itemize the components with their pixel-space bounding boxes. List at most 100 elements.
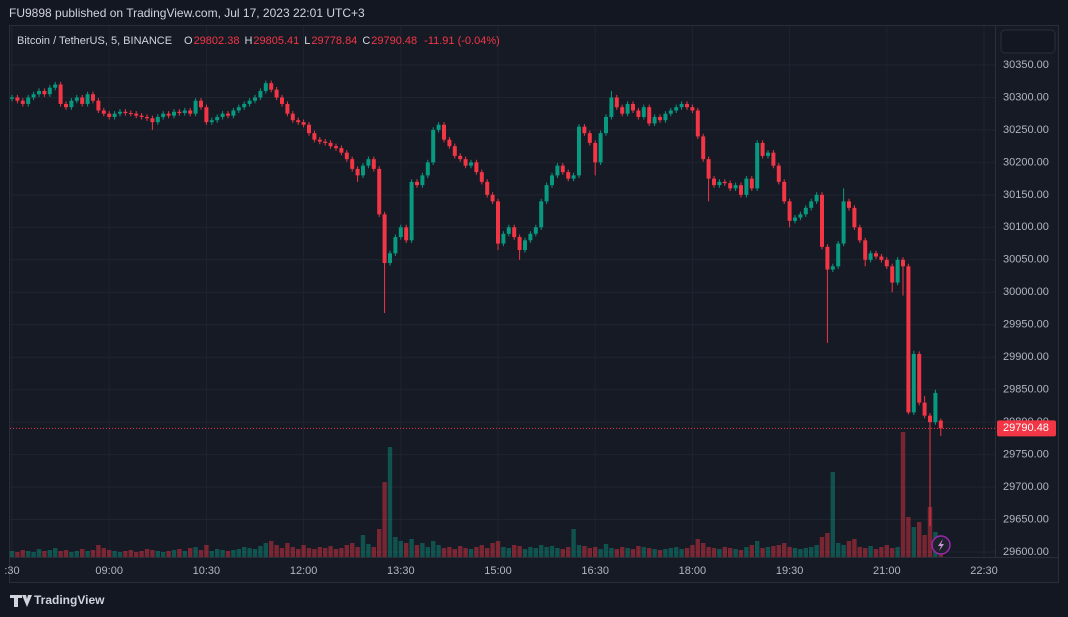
candle-body	[874, 253, 878, 257]
volume-bar	[398, 541, 403, 557]
candle-body	[258, 90, 263, 98]
candle-body	[404, 227, 409, 241]
volume-bar	[317, 547, 322, 557]
volume-bar	[296, 549, 301, 557]
candle-body	[307, 124, 311, 134]
volume-bar	[90, 550, 96, 557]
volume-bar	[463, 548, 468, 557]
volume-bar	[69, 552, 74, 557]
volume-bar	[323, 548, 328, 557]
candle-body	[101, 110, 106, 114]
candle-body	[366, 159, 371, 166]
volume-bar	[58, 551, 63, 557]
candle-body	[107, 113, 112, 117]
candle-body	[74, 97, 79, 101]
volume-bar	[706, 547, 711, 557]
volume-bar	[204, 545, 209, 557]
x-tick-label: :30	[4, 565, 19, 577]
candle-body	[749, 178, 754, 189]
volume-bar	[404, 543, 409, 557]
candle-body	[712, 178, 716, 186]
candle-body	[604, 116, 608, 134]
volume-bar	[814, 545, 819, 557]
volume-bar	[787, 547, 792, 557]
candle-body	[706, 159, 711, 179]
volume-bar	[857, 547, 862, 557]
candle-body	[209, 120, 214, 123]
volume-bar	[895, 547, 900, 557]
candle-body	[755, 142, 760, 189]
candle-body	[496, 201, 500, 244]
volume-bar	[684, 548, 690, 557]
volume-bar	[733, 549, 738, 557]
candle-body	[350, 159, 355, 169]
candle-body	[334, 146, 338, 149]
volume-bar	[220, 550, 225, 557]
volume-bar	[582, 546, 587, 557]
volume-bar	[636, 546, 641, 557]
volume-bar	[441, 548, 447, 557]
candle-body	[371, 159, 376, 169]
header: FU9898 published on TradingView.com, Jul…	[9, 6, 365, 20]
candle-body	[620, 107, 625, 114]
volume-bar	[528, 547, 533, 557]
candle-body	[836, 243, 841, 267]
candle-body	[598, 133, 603, 163]
volume-bar	[447, 547, 452, 557]
candle-body	[193, 100, 198, 114]
volume-bar	[468, 549, 474, 557]
volume-bar	[598, 549, 603, 557]
candle-body	[641, 107, 646, 117]
candle-body	[242, 103, 247, 108]
legend-key: O	[184, 35, 193, 47]
volume-bar	[755, 541, 760, 557]
candle-body	[722, 181, 727, 184]
candle-body	[398, 227, 403, 238]
volume-bar	[387, 447, 393, 557]
candle-body	[523, 240, 527, 251]
candle-body	[263, 83, 268, 91]
candle-body	[674, 107, 679, 111]
volume-bar	[36, 549, 42, 557]
volume-bar	[101, 548, 106, 557]
candle-body	[636, 110, 641, 117]
volume-bar	[26, 551, 31, 557]
volume-bar	[425, 547, 430, 557]
candle-body	[69, 100, 74, 108]
candle-body	[199, 100, 203, 108]
volume-bar	[128, 550, 133, 557]
candle-body	[652, 116, 657, 124]
volume-bar	[722, 547, 727, 557]
y-tick-label: 30100.00	[1003, 221, 1049, 233]
candle-body	[911, 353, 916, 413]
volume-bar	[539, 545, 544, 557]
candle-body	[26, 97, 31, 104]
axis-button[interactable]	[1000, 29, 1056, 54]
volume-bar	[47, 550, 52, 557]
volume-bar	[269, 541, 274, 557]
x-tick-label: 18:00	[679, 565, 707, 577]
candle-body	[296, 120, 301, 123]
volume-bar	[771, 546, 776, 557]
volume-bar	[63, 550, 69, 557]
candle-body	[744, 178, 749, 195]
volume-bar	[522, 549, 528, 557]
volume-bar	[587, 548, 592, 557]
volume-bar	[728, 548, 733, 557]
volume-bar	[274, 545, 279, 557]
volume-bar	[603, 544, 609, 557]
volume-bar	[846, 541, 852, 557]
x-tick-label: 22:30	[970, 565, 998, 577]
volume-bar	[620, 547, 625, 557]
volume-bar	[360, 535, 366, 557]
candle-body	[226, 113, 230, 116]
volume-bar	[258, 546, 263, 557]
legend-key: L	[304, 35, 310, 47]
volume-bar	[863, 548, 868, 557]
candle-body	[782, 181, 787, 202]
candle-body	[631, 103, 635, 111]
candle-body	[339, 148, 344, 153]
volume-bar	[177, 549, 182, 557]
volume-bar	[134, 552, 139, 557]
axes: 29600.0029650.0029700.0029750.0029800.00…	[4, 59, 1056, 577]
